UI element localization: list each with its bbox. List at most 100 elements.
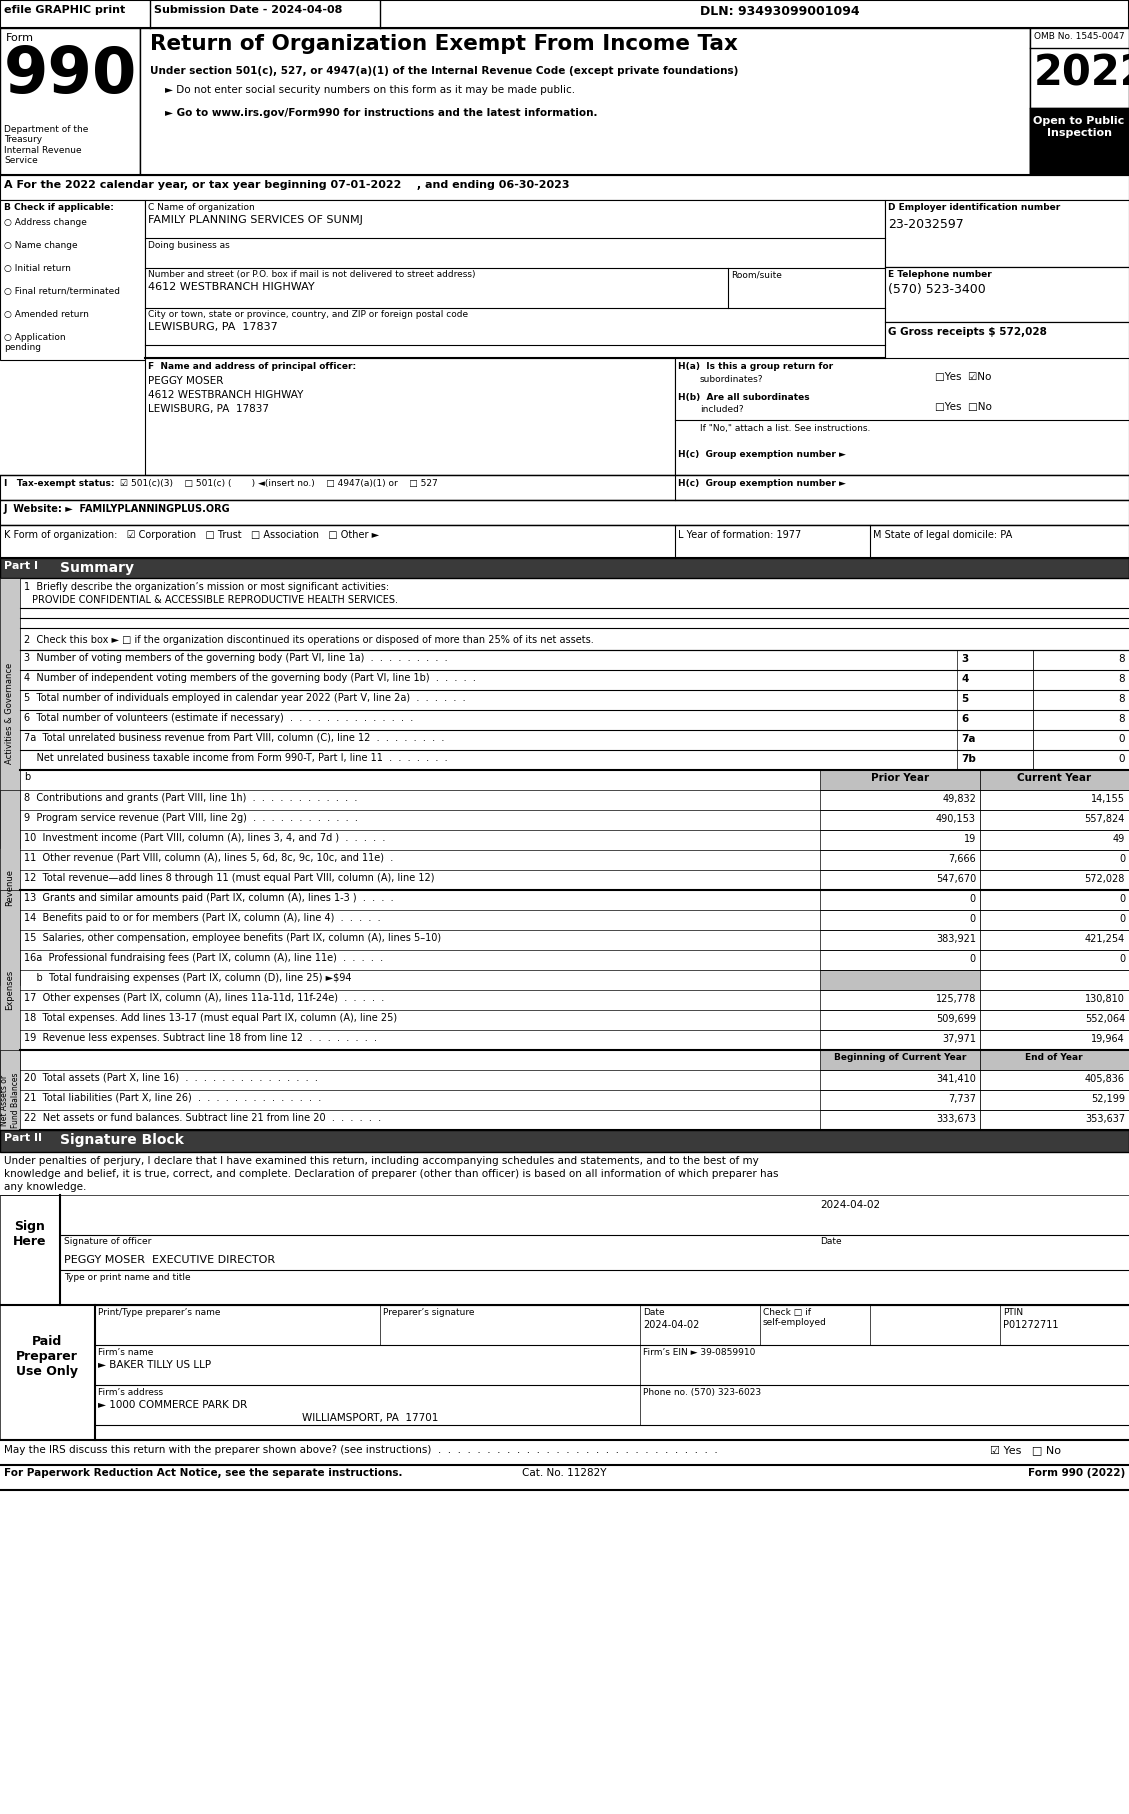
Text: 547,670: 547,670 [936,874,975,883]
Text: 0: 0 [1119,914,1124,923]
Text: any knowledge.: any knowledge. [5,1183,87,1192]
Bar [820,1070,980,1090]
Bar [1033,729,1129,749]
Text: PEGGY MOSER  EXECUTIVE DIRECTOR: PEGGY MOSER EXECUTIVE DIRECTOR [64,1255,275,1264]
Text: 17  Other expenses (Part IX, column (A), lines 11a-11d, 11f-24e)  .  .  .  .  .: 17 Other expenses (Part IX, column (A), … [24,992,384,1003]
Bar [820,791,980,811]
Bar [980,1070,1129,1090]
Bar [145,200,885,359]
Text: Date: Date [644,1308,665,1317]
Text: ○ Address change: ○ Address change [5,218,87,227]
Text: 7,666: 7,666 [948,854,975,863]
Text: For Paperwork Reduction Act Notice, see the separate instructions.: For Paperwork Reduction Act Notice, see … [5,1468,403,1478]
Text: 990: 990 [5,44,138,105]
Text: 11  Other revenue (Part VIII, column (A), lines 5, 6d, 8c, 9c, 10c, and 11e)  .: 11 Other revenue (Part VIII, column (A),… [24,853,393,863]
Text: C Name of organization: C Name of organization [148,203,255,212]
Text: Beginning of Current Year: Beginning of Current Year [834,1052,966,1061]
Text: Firm’s address: Firm’s address [98,1388,163,1397]
Bar [820,970,980,990]
Bar [0,0,1129,27]
Text: 2024-04-02: 2024-04-02 [820,1201,881,1210]
Text: PTIN: PTIN [1003,1308,1023,1317]
Text: B Check if applicable:: B Check if applicable: [5,203,114,212]
Text: 2024-04-02: 2024-04-02 [644,1321,699,1330]
Bar [980,1090,1129,1110]
Bar [957,749,1033,769]
Text: Date: Date [820,1237,841,1246]
Text: ► Do not enter social security numbers on this form as it may be made public.: ► Do not enter social security numbers o… [165,85,575,94]
Bar [820,951,980,970]
Bar [885,323,1129,359]
Text: 8  Contributions and grants (Part VIII, line 1h)  .  .  .  .  .  .  .  .  .  .  : 8 Contributions and grants (Part VIII, l… [24,793,358,804]
Text: G Gross receipts $ 572,028: G Gross receipts $ 572,028 [889,327,1047,337]
Bar [957,689,1033,709]
Text: Current Year: Current Year [1017,773,1091,784]
Text: 19: 19 [964,834,975,844]
Text: Print/Type preparer’s name: Print/Type preparer’s name [98,1308,220,1317]
Text: 4  Number of independent voting members of the governing body (Part VI, line 1b): 4 Number of independent voting members o… [24,673,476,684]
Bar [820,1050,980,1070]
Text: 7,737: 7,737 [948,1094,975,1105]
Text: 4612 WESTBRANCH HIGHWAY: 4612 WESTBRANCH HIGHWAY [148,281,315,292]
Bar [820,831,980,851]
Text: 552,064: 552,064 [1085,1014,1124,1023]
Text: 14  Benefits paid to or for members (Part IX, column (A), line 4)  .  .  .  .  .: 14 Benefits paid to or for members (Part… [24,912,380,923]
Bar [957,729,1033,749]
Bar [0,1304,95,1440]
Bar [980,769,1129,791]
Text: 0: 0 [970,914,975,923]
Bar [980,911,1129,931]
Text: Phone no. (570) 323-6023: Phone no. (570) 323-6023 [644,1388,761,1397]
Text: Net Assets or
Fund Balances: Net Assets or Fund Balances [0,1072,19,1128]
Text: 10  Investment income (Part VIII, column (A), lines 3, 4, and 7d )  .  .  .  .  : 10 Investment income (Part VIII, column … [24,833,385,844]
Text: ○ Name change: ○ Name change [5,241,78,250]
Text: Firm’s name: Firm’s name [98,1348,154,1357]
Bar [0,1050,20,1150]
Text: Signature Block: Signature Block [60,1134,184,1146]
Bar [820,1010,980,1030]
Text: ○ Initial return: ○ Initial return [5,265,71,272]
Text: 0: 0 [1119,894,1124,903]
Bar [885,200,1129,267]
Text: H(a)  Is this a group return for: H(a) Is this a group return for [679,363,833,372]
Text: If "No," attach a list. See instructions.: If "No," attach a list. See instructions… [700,424,870,434]
Text: PROVIDE CONFIDENTIAL & ACCESSIBLE REPRODUCTIVE HEALTH SERVICES.: PROVIDE CONFIDENTIAL & ACCESSIBLE REPROD… [32,595,399,606]
Text: H(b)  Are all subordinates: H(b) Are all subordinates [679,394,809,403]
Bar [1033,649,1129,669]
Text: Revenue: Revenue [6,869,15,905]
Text: 405,836: 405,836 [1085,1074,1124,1085]
Text: 22  Net assets or fund balances. Subtract line 21 from line 20  .  .  .  .  .  .: 22 Net assets or fund balances. Subtract… [24,1114,382,1123]
Text: Form: Form [6,33,34,44]
Bar [980,951,1129,970]
Text: 8: 8 [1119,695,1124,704]
Text: 341,410: 341,410 [936,1074,975,1085]
Text: 0: 0 [970,894,975,903]
Text: OMB No. 1545-0047: OMB No. 1545-0047 [1034,33,1124,42]
Text: 125,778: 125,778 [936,994,975,1003]
Bar [980,871,1129,891]
Text: Form 990 (2022): Form 990 (2022) [1027,1468,1124,1478]
Text: 19  Revenue less expenses. Subtract line 18 from line 12  .  .  .  .  .  .  .  .: 19 Revenue less expenses. Subtract line … [24,1032,377,1043]
Text: FAMILY PLANNING SERVICES OF SUNMJ: FAMILY PLANNING SERVICES OF SUNMJ [148,216,362,225]
Text: 5: 5 [961,695,969,704]
Text: 37,971: 37,971 [942,1034,975,1045]
Text: P01272711: P01272711 [1003,1321,1059,1330]
Bar [820,1030,980,1050]
Text: 6: 6 [961,715,969,724]
Text: WILLIAMSPORT, PA  17701: WILLIAMSPORT, PA 17701 [301,1413,438,1422]
Bar [820,1110,980,1130]
Text: 130,810: 130,810 [1085,994,1124,1003]
Text: 509,699: 509,699 [936,1014,975,1023]
Text: H(c)  Group exemption number ►: H(c) Group exemption number ► [679,479,846,488]
Text: Signature of officer: Signature of officer [64,1237,151,1246]
Text: □Yes  □No: □Yes □No [935,403,992,412]
Text: Preparer’s signature: Preparer’s signature [383,1308,474,1317]
Bar [980,931,1129,951]
Text: 7a: 7a [961,735,975,744]
Bar [980,1050,1129,1070]
Text: ○ Application
pending: ○ Application pending [5,334,65,352]
Text: 8: 8 [1119,715,1124,724]
Bar [0,1195,60,1304]
Bar [980,791,1129,811]
Bar [0,27,140,174]
